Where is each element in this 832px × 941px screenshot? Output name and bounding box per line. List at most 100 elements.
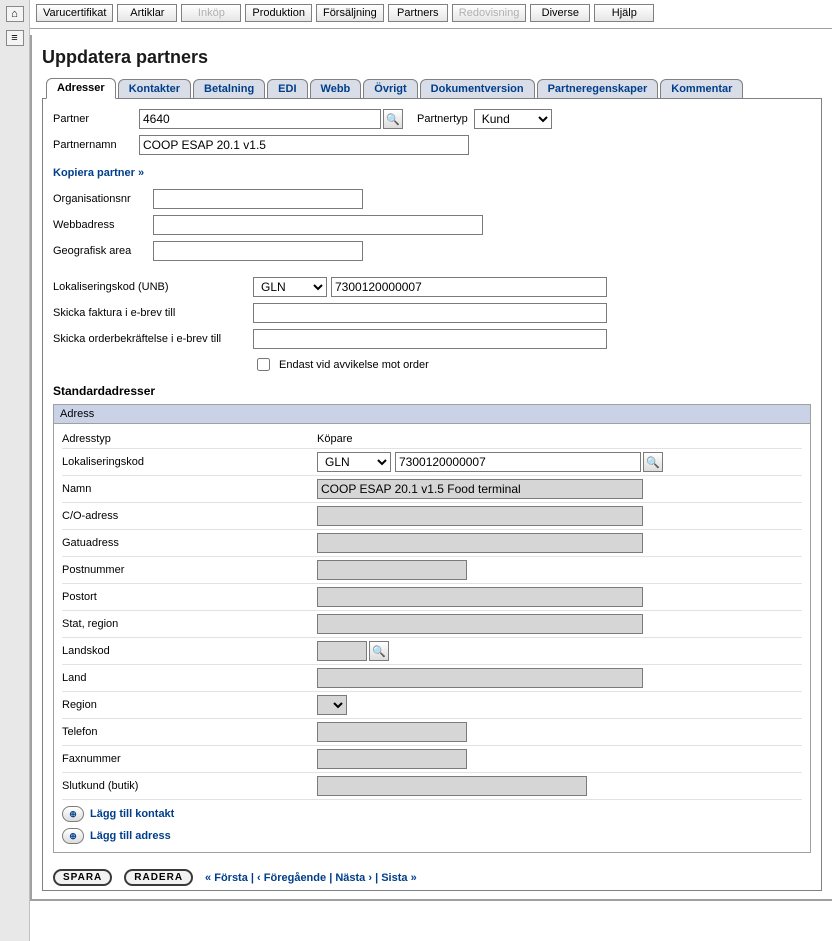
tab-kontakter[interactable]: Kontakter [118,79,191,98]
adress-box-header: Adress [54,405,810,424]
adr-stat-label: Stat, region [62,618,317,630]
adr-lok-type-select[interactable]: GLN [317,452,391,472]
save-button[interactable]: SPARA [53,869,112,886]
adr-co-label: C/O-adress [62,510,317,522]
add-address-label: Lägg till adress [90,830,171,842]
tab-edi[interactable]: EDI [267,79,307,98]
orgnr-input[interactable] [153,189,363,209]
adr-postort-input[interactable] [317,587,643,607]
tab-webb[interactable]: Webb [310,79,362,98]
top-menu-bar: VarucertifikatArtiklarInköpProduktionFör… [30,0,832,29]
adr-fax-input[interactable] [317,749,467,769]
adr-region-select[interactable] [317,695,347,715]
menu-varucertifikat[interactable]: Varucertifikat [36,4,113,22]
adr-land-input[interactable] [317,668,643,688]
pager-prev[interactable]: ‹ Föregående [257,872,326,884]
adr-namn-input[interactable] [317,479,643,499]
partner-input[interactable] [139,109,381,129]
left-rail: ⌂ ≡ [0,0,30,941]
partnertyp-label: Partnertyp [417,113,468,125]
adr-postnr-input[interactable] [317,560,467,580]
pager: « Första | ‹ Föregående | Nästa › | Sist… [205,872,417,884]
endast-checkbox[interactable] [257,358,270,371]
adr-slutkund-label: Slutkund (butik) [62,780,317,792]
menu-artiklar[interactable]: Artiklar [117,4,177,22]
webb-input[interactable] [153,215,483,235]
adr-gatu-label: Gatuadress [62,537,317,549]
add-address-link[interactable]: ⊕ Lägg till adress [62,828,802,844]
lok-unb-type-select[interactable]: GLN [253,277,327,297]
partnernamn-input[interactable] [139,135,469,155]
adr-telefon-input[interactable] [317,722,467,742]
lok-unb-input[interactable] [331,277,607,297]
tab-övrigt[interactable]: Övrigt [363,79,417,98]
adr-lok-input[interactable] [395,452,641,472]
partner-lookup-button[interactable]: 🔍 [383,109,403,129]
adresstyp-value: Köpare [317,433,352,445]
adr-stat-input[interactable] [317,614,643,634]
tab-partneregenskaper[interactable]: Partneregenskaper [537,79,659,98]
geo-label: Geografisk area [53,245,153,257]
add-contact-label: Lägg till kontakt [90,808,174,820]
tab-betalning[interactable]: Betalning [193,79,265,98]
webb-label: Webbadress [53,219,153,231]
tab-adresser[interactable]: Adresser [46,78,116,99]
adr-postort-label: Postort [62,591,317,603]
add-contact-link[interactable]: ⊕ Lägg till kontakt [62,806,802,822]
menu-partners[interactable]: Partners [388,4,448,22]
pager-first[interactable]: « Första [205,872,248,884]
adr-lok-label: Lokaliseringskod [62,456,317,468]
adr-slutkund-input[interactable] [317,776,587,796]
search-icon: 🔍 [372,645,386,658]
adr-gatu-input[interactable] [317,533,643,553]
faktura-input[interactable] [253,303,607,323]
adr-landskod-lookup-button[interactable]: 🔍 [369,641,389,661]
menu-försäljning[interactable]: Försäljning [316,4,384,22]
pager-next[interactable]: Nästa › [335,872,372,884]
menu-produktion[interactable]: Produktion [245,4,312,22]
adresstyp-label: Adresstyp [62,433,317,445]
adress-box: Adress Adresstyp Köpare Lokaliseringskod… [53,404,811,853]
add-address-icon: ⊕ [62,828,84,844]
standardadresser-title: Standardadresser [53,384,811,398]
adr-land-label: Land [62,672,317,684]
adr-region-label: Region [62,699,317,711]
kopiera-partner-link[interactable]: Kopiera partner » [53,167,144,179]
adr-co-input[interactable] [317,506,643,526]
delete-button[interactable]: RADERA [124,869,193,886]
footer-bar: SPARA RADERA « Första | ‹ Föregående | N… [53,865,811,886]
adr-landskod-input[interactable] [317,641,367,661]
menu-inköp: Inköp [181,4,241,22]
menu-icon[interactable]: ≡ [6,30,24,46]
lok-unb-label: Lokaliseringskod (UNB) [53,281,253,293]
partnernamn-label: Partnernamn [53,139,139,151]
search-icon: 🔍 [386,113,400,126]
adr-fax-label: Faxnummer [62,753,317,765]
adr-telefon-label: Telefon [62,726,317,738]
home-icon[interactable]: ⌂ [6,6,24,22]
orgnr-label: Organisationsnr [53,193,153,205]
endast-label: Endast vid avvikelse mot order [279,359,429,371]
menu-redovisning: Redovisning [452,4,527,22]
adr-lok-lookup-button[interactable]: 🔍 [643,452,663,472]
tab-panel-adresser: Partner 🔍 Partnertyp Kund Partnernamn Ko… [42,99,822,891]
pager-last[interactable]: Sista » [381,872,416,884]
search-icon: 🔍 [646,456,660,469]
adr-landskod-label: Landskod [62,645,317,657]
menu-diverse[interactable]: Diverse [530,4,590,22]
tab-dokumentversion[interactable]: Dokumentversion [420,79,535,98]
tab-kommentar[interactable]: Kommentar [660,79,743,98]
adr-postnr-label: Postnummer [62,564,317,576]
tab-strip: AdresserKontakterBetalningEDIWebbÖvrigtD… [42,78,822,99]
add-contact-icon: ⊕ [62,806,84,822]
partnertyp-select[interactable]: Kund [474,109,552,129]
partner-label: Partner [53,113,139,125]
faktura-label: Skicka faktura i e-brev till [53,307,253,319]
geo-input[interactable] [153,241,363,261]
menu-hjälp[interactable]: Hjälp [594,4,654,22]
orderbek-input[interactable] [253,329,607,349]
orderbek-label: Skicka orderbekräftelse i e-brev till [53,333,253,345]
page-title: Uppdatera partners [42,47,822,68]
main-area: VarucertifikatArtiklarInköpProduktionFör… [30,0,832,941]
adr-namn-label: Namn [62,483,317,495]
